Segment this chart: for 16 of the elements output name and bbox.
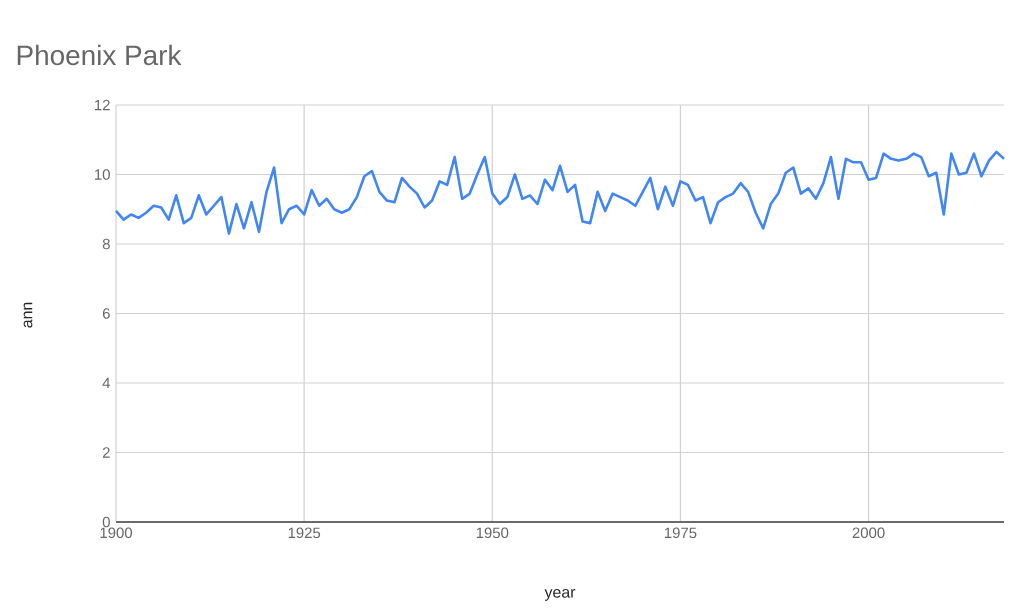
y-axis-title: ann (23, 302, 33, 328)
x-tick-label: 1925 (288, 527, 321, 539)
chart-title: Phoenix Park (17, 44, 182, 66)
y-tick-label: 2 (102, 447, 110, 458)
y-tick-label: 8 (102, 238, 110, 250)
y-tick-label: 12 (95, 99, 110, 111)
y-tick-label: 10 (95, 169, 110, 180)
x-tick-label: 2000 (852, 527, 885, 539)
y-tick-label: 6 (102, 308, 110, 319)
x-axis-title: year (544, 589, 576, 601)
y-tick-label: 0 (102, 516, 110, 528)
x-tick-label: 1950 (476, 527, 509, 539)
line-series (114, 150, 1006, 235)
x-tick-label: 1975 (664, 527, 697, 539)
y-tick-label: 4 (102, 377, 111, 389)
x-tick-label: 1900 (100, 527, 133, 539)
